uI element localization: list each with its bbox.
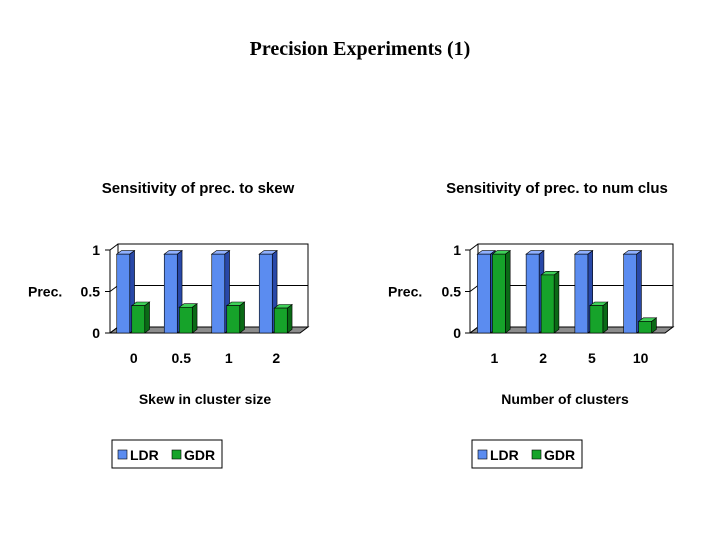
bar-gdr-1 <box>491 249 512 334</box>
bar-side <box>286 303 293 334</box>
y-tick-label: 1 <box>92 242 100 258</box>
bar-side <box>505 249 511 334</box>
bar-front <box>540 274 555 334</box>
bar-front <box>477 253 491 334</box>
bar-front <box>589 305 604 334</box>
gridline-side <box>109 243 119 251</box>
y-tick-label: 0.5 <box>442 284 462 300</box>
bar-side <box>144 301 150 334</box>
bar-gdr-1 <box>225 301 246 334</box>
bar-gdr-0.5 <box>178 303 198 334</box>
bar-side <box>602 301 608 334</box>
x-tick-label: 2 <box>539 350 547 366</box>
bar-side <box>191 303 198 334</box>
chart-2: Sensitivity of prec. to num clus 0 0.5 1 Pre… <box>388 180 675 469</box>
gridline-side <box>469 326 479 334</box>
y-axis-label: Prec. <box>28 284 62 300</box>
bar-front <box>638 321 652 334</box>
bar-side <box>553 270 560 334</box>
bar-front <box>163 253 178 334</box>
bar-front <box>525 253 540 334</box>
bar-front <box>131 305 146 334</box>
y-tick-label: 0.5 <box>81 284 101 300</box>
x-tick-label: 0 <box>130 350 138 366</box>
bar-gdr-2 <box>540 270 560 334</box>
bar-front <box>178 306 193 334</box>
legend-swatch-ldr <box>477 449 488 460</box>
x-axis-label: Number of clusters <box>501 391 629 407</box>
chart-title: Sensitivity of prec. to skew <box>102 180 295 197</box>
legend-label-ldr: LDR <box>130 447 159 463</box>
legend-swatch-gdr <box>171 449 182 460</box>
x-tick-label: 10 <box>633 350 649 366</box>
legend-label-ldr: LDR <box>490 447 519 463</box>
legend-label-gdr: GDR <box>544 447 575 463</box>
legend-swatch-gdr <box>531 449 542 460</box>
bar-front <box>273 307 288 334</box>
slide-title: Precision Experiments (1) <box>249 38 471 60</box>
y-tick-label: 0 <box>92 325 100 341</box>
legend: LDR GDR <box>111 439 223 469</box>
bar-ldr-10 <box>622 249 643 334</box>
bar-gdr-5 <box>588 301 609 334</box>
legend: LDR GDR <box>471 439 583 469</box>
gridline-side <box>469 285 479 292</box>
y-tick-label: 1 <box>453 242 461 258</box>
y-tick-label: 0 <box>453 325 461 341</box>
bar-front <box>623 253 637 334</box>
legend-box <box>111 439 223 469</box>
bar-ldr-2 <box>258 249 278 334</box>
x-tick-label: 0.5 <box>172 350 192 366</box>
legend-label-gdr: GDR <box>184 447 215 463</box>
x-tick-label: 2 <box>272 350 280 366</box>
bar-gdr-10 <box>637 317 658 334</box>
legend-box <box>471 439 583 469</box>
x-tick-label: 1 <box>225 350 233 366</box>
bar-side <box>239 301 245 334</box>
gridline-side <box>469 243 479 251</box>
y-axis-label: Prec. <box>388 284 422 300</box>
chart-1: Sensitivity of prec. to skew 0 0.5 1 Prec. 0 0… <box>28 180 310 469</box>
bar-gdr-2 <box>273 303 293 334</box>
x-tick-label: 1 <box>490 350 498 366</box>
bar-front <box>226 305 241 334</box>
legend-swatch-ldr <box>117 449 128 460</box>
bar-front <box>258 253 273 334</box>
chart-title: Sensitivity of prec. to num clus <box>446 180 668 197</box>
bar-front <box>574 253 589 334</box>
bar-front <box>211 253 226 334</box>
bar-front <box>116 253 131 334</box>
bar-front <box>492 253 506 334</box>
x-axis-label: Skew in cluster size <box>139 391 271 407</box>
bar-gdr-0 <box>130 301 151 334</box>
x-tick-label: 5 <box>588 350 596 366</box>
